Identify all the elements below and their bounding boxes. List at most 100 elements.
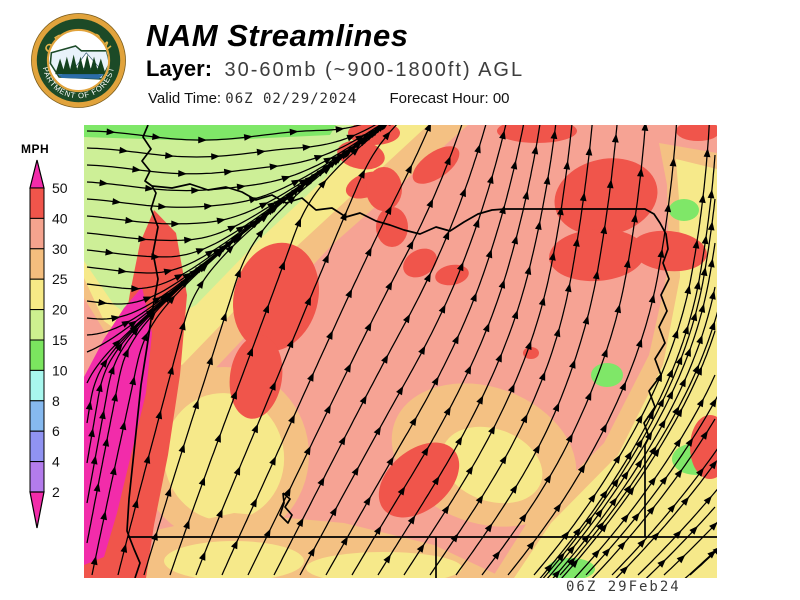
flow-arrowhead [297,183,307,192]
flow-arrowhead [100,510,107,521]
flow-arrowhead [343,148,353,157]
flow-arrowhead [635,338,643,348]
flow-arrowhead [531,145,539,155]
flow-arrowhead [544,563,553,573]
flow-arrowhead [145,184,155,192]
flow-arrowhead [692,239,700,249]
flow-arrowhead [535,220,542,230]
flow-arrowhead [641,125,649,131]
flow-arrowhead [167,365,174,375]
flow-arrowhead [520,413,528,424]
speed-region [669,199,699,221]
flow-arrowhead [93,482,101,492]
flow-arrowhead [106,128,116,136]
flow-arrowhead [125,216,135,224]
flow-arrowhead [637,167,644,177]
flow-arrowhead [224,240,234,249]
flow-arrowhead [363,496,371,506]
flow-arrowhead [657,248,665,258]
flow-arrowhead [328,160,338,169]
flow-arrowhead [318,179,327,189]
flow-arrowhead [158,203,168,210]
map-layers [84,125,717,578]
colorbar-segment [29,461,45,493]
flow-arrowhead [195,248,205,255]
flow-arrowhead [163,268,173,276]
flow-arrowhead [189,269,199,278]
flow-arrowhead [648,293,656,304]
colorbar-segment [29,339,45,371]
flow-arrowhead [243,134,253,141]
streamline [561,330,716,578]
flow-arrowhead [700,430,708,440]
flow-arrowhead [619,381,626,391]
speed-region [376,207,408,247]
streamline [351,125,541,576]
flow-arrowhead [396,385,404,396]
speed-region [233,242,319,352]
flow-arrowhead [102,437,110,447]
flow-arrowhead [359,137,369,145]
flow-arrowhead [684,284,691,295]
flow-arrowhead [599,523,608,533]
colorbar-segment [29,187,45,219]
colorbar-segment [29,309,45,341]
flow-arrowhead [637,538,646,548]
flow-arrowhead [302,144,312,151]
flow-arrowhead [179,321,186,331]
flow-arrowhead [389,125,391,127]
streamline [615,462,716,578]
streamline [689,549,717,576]
flow-arrowhead [345,288,353,299]
flow-arrowhead [707,258,715,268]
flow-arrowhead [538,296,546,306]
flow-arrowhead [648,476,657,486]
flow-arrowhead [111,315,121,322]
flow-arrowhead [218,244,228,253]
flow-arrowhead [164,291,173,300]
flow-arrowhead [602,547,611,557]
flow-arrowhead [553,503,562,513]
flow-arrowhead [288,414,295,424]
valid-time-line: Valid Time: 06Z 02/29/2024 Forecast Hour… [148,90,510,107]
flow-arrowhead [406,240,414,250]
flow-arrowhead [216,217,226,225]
flow-arrowhead [355,134,365,143]
flow-arrowhead [246,347,253,357]
flow-arrowhead [510,160,518,170]
flow-arrowhead [695,366,702,376]
flow-arrowhead [259,202,269,210]
colorbar-segment [29,430,45,463]
flow-arrowhead [192,399,199,410]
streamline [684,550,716,578]
flow-arrowhead [700,266,708,277]
flow-arrowhead [442,230,450,241]
flow-arrowhead [335,126,345,133]
flow-arrowhead [85,400,93,410]
flow-arrowhead [658,419,666,429]
colorbar-segment [29,248,45,280]
flow-arrowhead [617,541,626,551]
flow-arrowhead [508,383,515,393]
flow-arrowhead [509,484,518,494]
flow-arrowhead [672,329,679,339]
flow-arrowhead [298,178,308,187]
flow-arrowhead [709,522,717,531]
flow-arrowhead [269,456,276,466]
flow-arrowhead [242,223,252,232]
flow-arrowhead [707,550,717,559]
flow-arrowhead [138,235,148,243]
flow-arrowhead [549,251,556,261]
flow-arrowhead [178,443,185,453]
flow-arrowhead [709,290,716,300]
flow-arrowhead [329,506,337,517]
flow-arrowhead [291,179,301,187]
flow-arrowhead [353,141,363,150]
flow-arrowhead [285,192,295,200]
flow-arrowhead [223,168,233,176]
flow-arrowhead [174,273,184,281]
speed-region [514,159,717,578]
wind-speed-fill-layer [84,125,717,578]
flow-arrowhead [382,131,391,141]
flow-arrowhead [98,299,108,306]
